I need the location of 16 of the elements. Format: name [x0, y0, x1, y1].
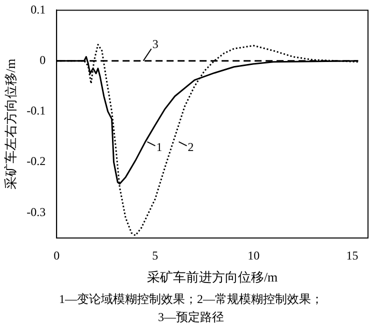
text: 3—预定路径 [157, 309, 225, 326]
y-tick-label: -0.2 [26, 154, 46, 168]
y-axis-title: 采矿车左右方向位移/m [3, 58, 18, 190]
x-tick-label: 10 [248, 248, 260, 262]
annotation: 2 [188, 140, 194, 154]
y-tick-label: -0.1 [26, 104, 46, 118]
y-tick-label: 0 [40, 52, 46, 67]
y-tick-label: -0.3 [26, 204, 46, 219]
text: 1—变论域模糊控制效果；2—常规模糊控制效果； [58, 291, 324, 308]
x-tick-label: 15 [346, 248, 358, 262]
y-tick-label: 0.1 [30, 2, 46, 16]
x-tick-label: 5 [152, 248, 158, 262]
annotation: 1 [156, 140, 162, 154]
annotation: 3 [152, 36, 158, 51]
x-axis-title: 采矿车前进方向位移/m [146, 270, 278, 285]
x-tick-label: 0 [54, 248, 60, 262]
